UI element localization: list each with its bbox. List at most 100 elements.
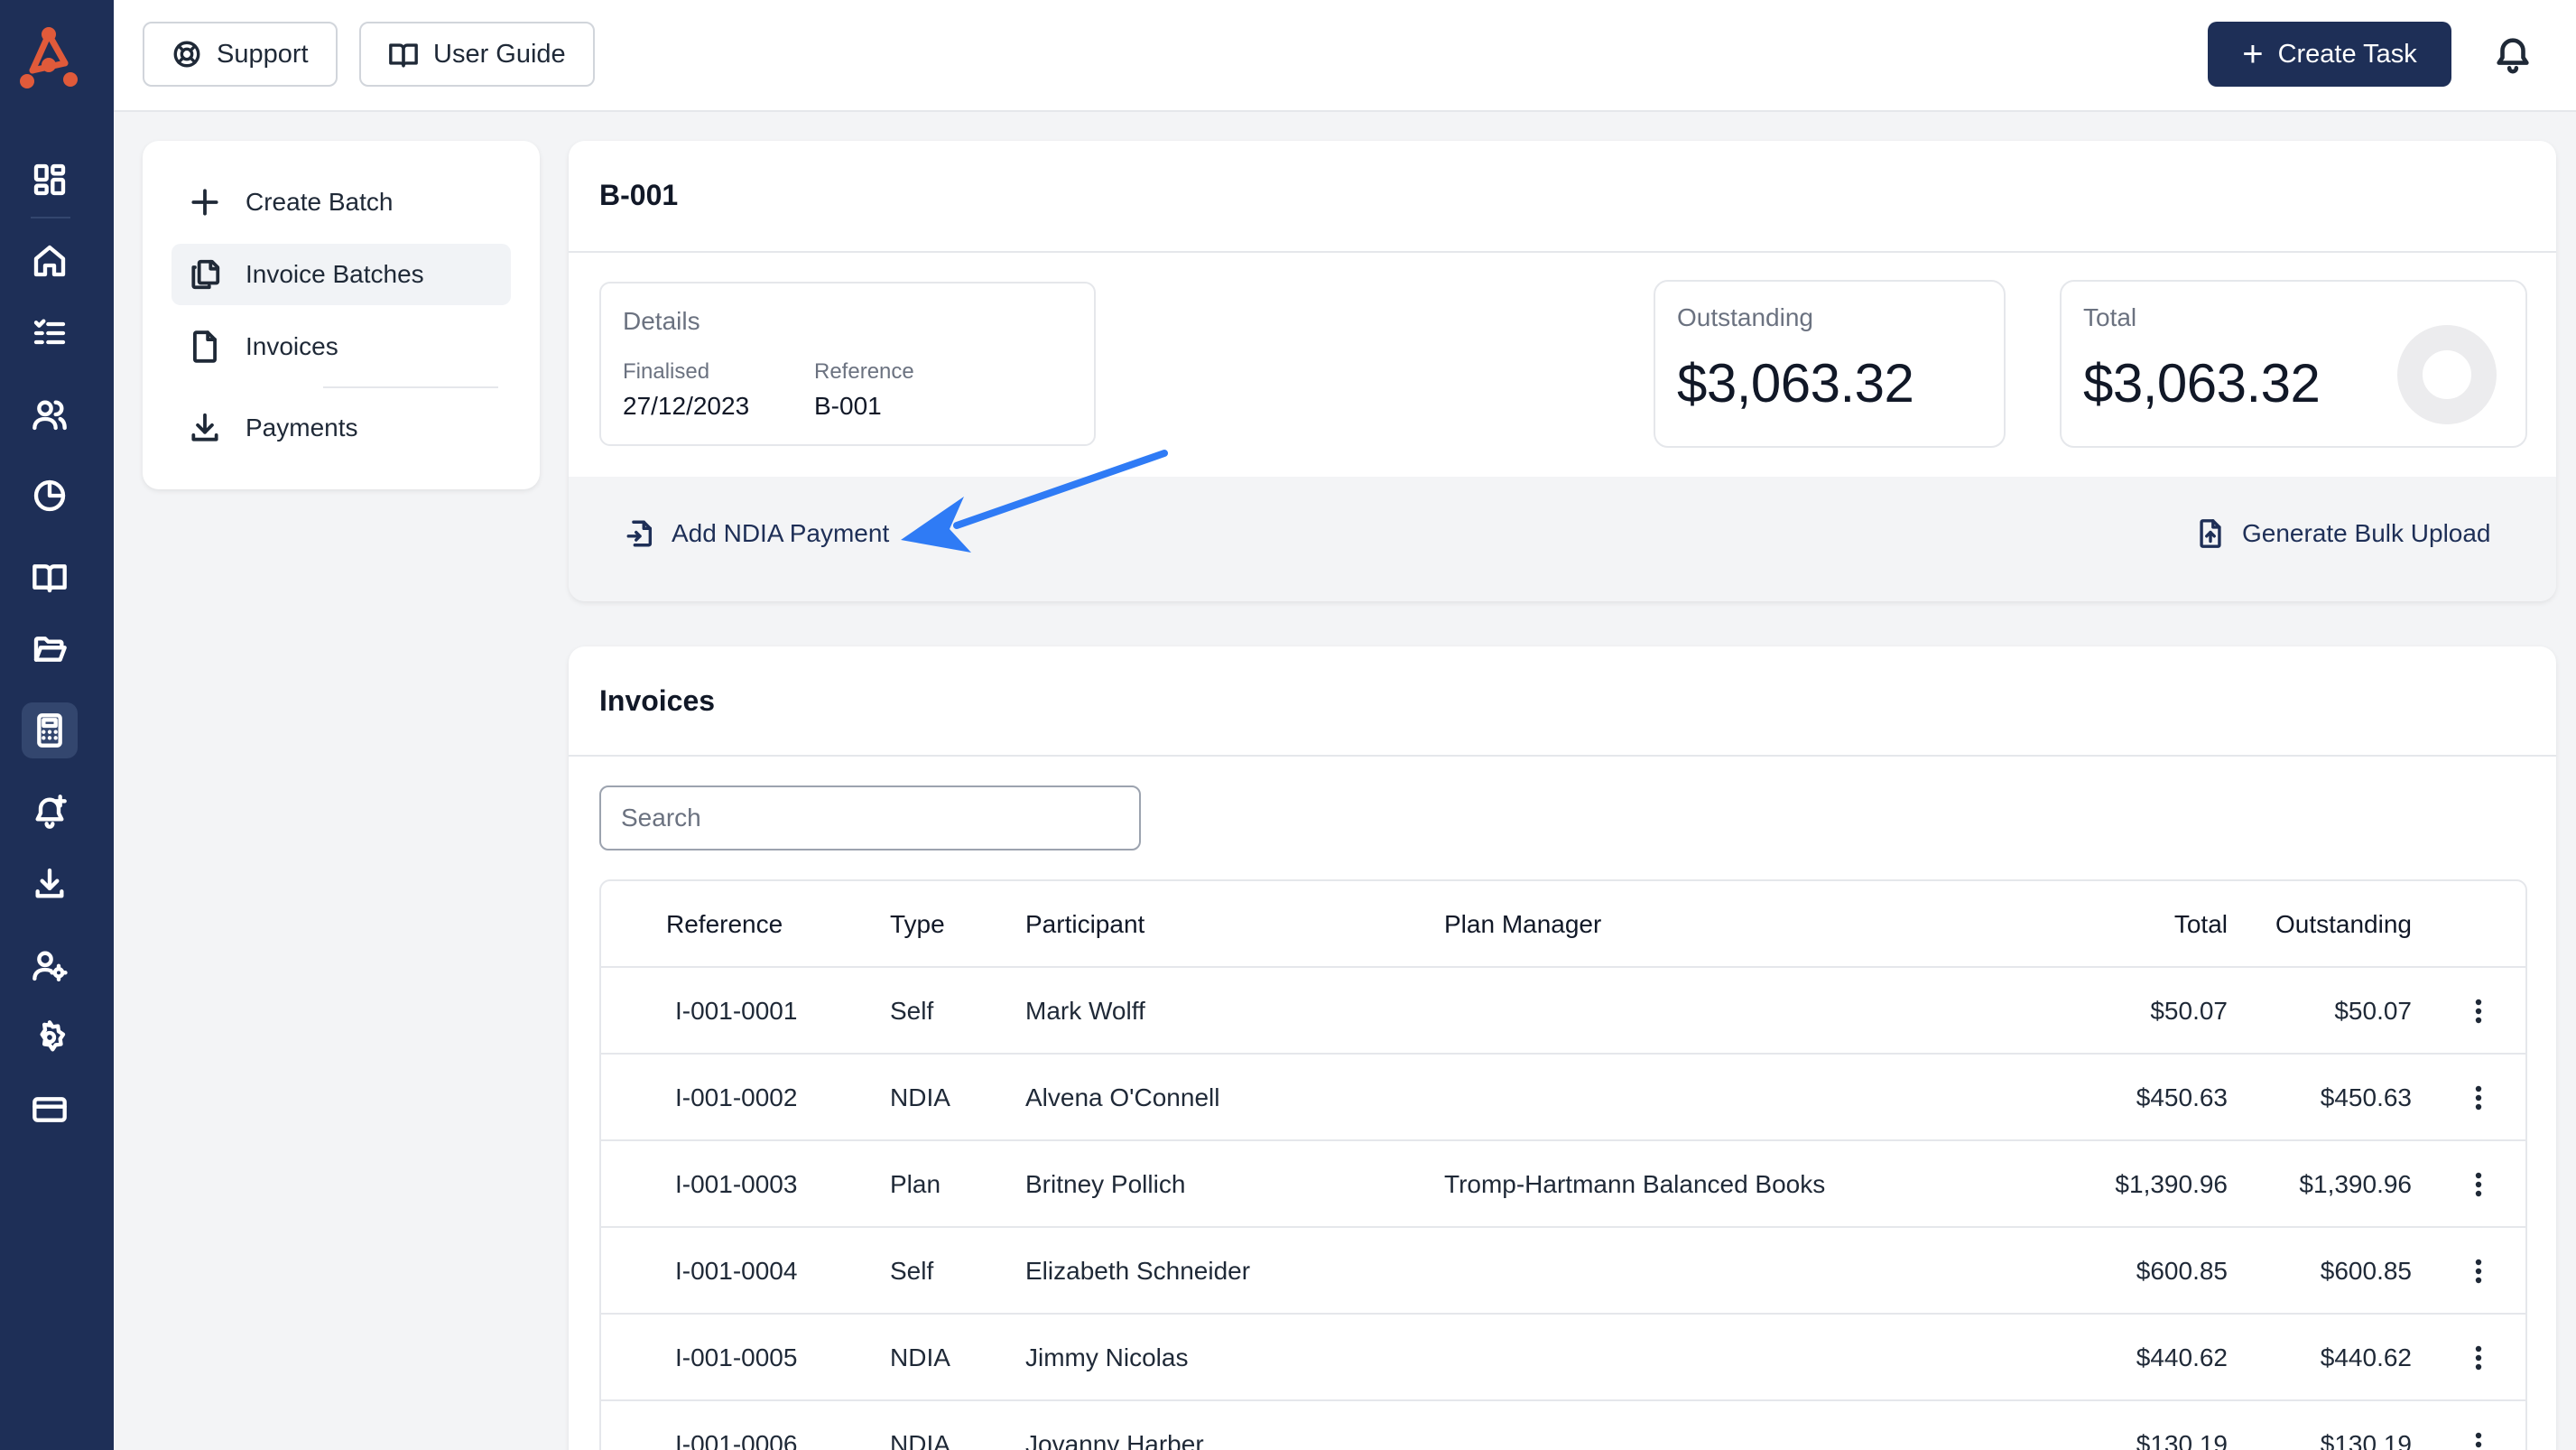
table-header-row: Reference Type Participant Plan Manager … <box>601 881 2525 968</box>
table-row[interactable]: I-001-0002 NDIA Alvena O'Connell $450.63… <box>601 1055 2525 1141</box>
gear-icon[interactable] <box>22 1009 78 1065</box>
users-icon[interactable] <box>22 386 78 442</box>
table-row[interactable]: I-001-0005 NDIA Jimmy Nicolas $440.62 $4… <box>601 1315 2525 1401</box>
col-outstanding[interactable]: Outstanding <box>2275 910 2412 938</box>
row-outstanding: $450.63 <box>2320 1083 2412 1111</box>
row-participant: Jimmy Nicolas <box>1025 1343 1189 1371</box>
row-reference: I-001-0006 <box>675 1430 798 1450</box>
kebab-menu-icon[interactable] <box>2460 968 2497 1055</box>
row-participant: Jovanny Harber <box>1025 1430 1204 1450</box>
row-total: $50.07 <box>2150 997 2228 1025</box>
add-ndia-payment-button[interactable]: Add NDIA Payment <box>625 518 889 549</box>
subnav-item-invoice-batches[interactable]: Invoice Batches <box>171 244 511 305</box>
col-plan-manager[interactable]: Plan Manager <box>1444 910 1602 938</box>
row-total: $130.19 <box>2136 1430 2228 1450</box>
outstanding-value: $3,063.32 <box>1677 353 1914 414</box>
calculator-icon[interactable] <box>22 702 78 758</box>
table-row[interactable]: I-001-0001 Self Mark Wolff $50.07 $50.07 <box>601 968 2525 1055</box>
support-button[interactable]: Support <box>143 22 338 87</box>
row-outstanding: $130.19 <box>2320 1430 2412 1450</box>
subnav-item-invoices[interactable]: Invoices <box>171 316 511 377</box>
row-outstanding: $600.85 <box>2320 1257 2412 1285</box>
kebab-menu-icon[interactable] <box>2460 1141 2497 1228</box>
generate-bulk-upload-label: Generate Bulk Upload <box>2242 519 2491 547</box>
reference-value: B-001 <box>814 392 882 420</box>
file-upload-icon <box>2200 519 2221 548</box>
generate-bulk-upload-button[interactable]: Generate Bulk Upload <box>2195 518 2491 549</box>
row-outstanding: $440.62 <box>2320 1343 2412 1371</box>
kebab-menu-icon[interactable] <box>2460 1228 2497 1315</box>
invoices-header: Invoices <box>569 646 2556 757</box>
outstanding-stat: Outstanding $3,063.32 <box>1654 280 2006 448</box>
subnav-item-payments[interactable]: Payments <box>171 397 511 459</box>
invoices-table: Reference Type Participant Plan Manager … <box>599 879 2527 1450</box>
kebab-menu-icon[interactable] <box>2460 1315 2497 1401</box>
invoicing-subnav: Create Batch Invoice Batches Invoices Pa… <box>143 141 540 489</box>
kebab-menu-icon[interactable] <box>2460 1055 2497 1141</box>
table-row[interactable]: I-001-0006 NDIA Jovanny Harber $130.19 $… <box>601 1401 2525 1450</box>
table-row[interactable]: I-001-0003 Plan Britney Pollich Tromp-Ha… <box>601 1141 2525 1228</box>
total-stat: Total $3,063.32 <box>2060 280 2527 448</box>
batch-title: B-001 <box>599 179 679 211</box>
row-participant: Mark Wolff <box>1025 997 1145 1025</box>
dashboard-icon[interactable] <box>22 152 78 208</box>
invoices-card: Invoices Reference Type Participant Plan… <box>569 646 2556 1450</box>
total-label: Total <box>2083 303 2137 331</box>
total-value: $3,063.32 <box>2083 353 2321 414</box>
download-icon[interactable] <box>22 856 78 912</box>
file-icon <box>193 330 217 363</box>
create-task-button[interactable]: + Create Task <box>2208 22 2451 87</box>
lifebuoy-icon <box>173 41 200 68</box>
batch-header: B-001 <box>569 141 2556 253</box>
subnav-item-label: Create Batch <box>246 188 394 216</box>
search-input[interactable] <box>599 785 1141 850</box>
bell-plus-icon[interactable] <box>22 784 78 840</box>
folder-icon[interactable] <box>22 621 78 677</box>
row-reference: I-001-0005 <box>675 1343 798 1371</box>
notifications-bell-icon[interactable] <box>2484 25 2542 83</box>
col-reference[interactable]: Reference <box>666 910 783 938</box>
col-type[interactable]: Type <box>890 910 945 938</box>
add-ndia-payment-label: Add NDIA Payment <box>672 519 890 547</box>
create-task-label: Create Task <box>2277 39 2417 69</box>
reference-label: Reference <box>814 359 914 384</box>
subnav-item-label: Invoice Batches <box>246 260 424 288</box>
user-guide-button[interactable]: User Guide <box>359 22 595 87</box>
book-icon[interactable] <box>22 549 78 605</box>
icon-sidebar <box>0 0 114 1450</box>
row-outstanding: $50.07 <box>2334 997 2412 1025</box>
subnav-item-create-batch[interactable]: Create Batch <box>171 172 511 233</box>
user-guide-label: User Guide <box>433 39 566 69</box>
home-icon[interactable] <box>22 233 78 289</box>
row-type: NDIA <box>890 1430 950 1450</box>
credit-card-icon[interactable] <box>22 1082 78 1138</box>
tasks-icon[interactable] <box>22 305 78 361</box>
kebab-menu-icon[interactable] <box>2460 1401 2497 1450</box>
col-total[interactable]: Total <box>2173 910 2228 938</box>
progress-ring <box>2397 325 2497 424</box>
details-label: Details <box>623 307 700 335</box>
details-panel: Details Finalised 27/12/2023 Reference B… <box>599 282 1096 446</box>
app-logo[interactable] <box>13 23 85 92</box>
file-import-icon <box>626 520 653 547</box>
row-reference: I-001-0001 <box>675 997 798 1025</box>
outstanding-label: Outstanding <box>1677 303 1813 331</box>
pie-chart-icon[interactable] <box>22 468 78 524</box>
row-reference: I-001-0003 <box>675 1170 798 1198</box>
download-icon <box>191 413 218 442</box>
copy-icon <box>191 259 220 290</box>
table-row[interactable]: I-001-0004 Self Elizabeth Schneider $600… <box>601 1228 2525 1315</box>
subnav-item-label: Payments <box>246 414 358 442</box>
row-participant: Alvena O'Connell <box>1025 1083 1220 1111</box>
col-participant[interactable]: Participant <box>1025 910 1145 938</box>
row-participant: Elizabeth Schneider <box>1025 1257 1251 1285</box>
subnav-divider <box>323 386 498 388</box>
support-label: Support <box>217 39 309 69</box>
row-total: $450.63 <box>2136 1083 2228 1111</box>
row-plan-manager: Tromp-Hartmann Balanced Books <box>1444 1170 1826 1198</box>
row-total: $600.85 <box>2136 1257 2228 1285</box>
subnav-item-label: Invoices <box>246 332 338 360</box>
batch-card: B-001 Details Finalised 27/12/2023 Refer… <box>569 141 2556 601</box>
row-outstanding: $1,390.96 <box>2299 1170 2412 1198</box>
user-settings-icon[interactable] <box>22 937 78 993</box>
